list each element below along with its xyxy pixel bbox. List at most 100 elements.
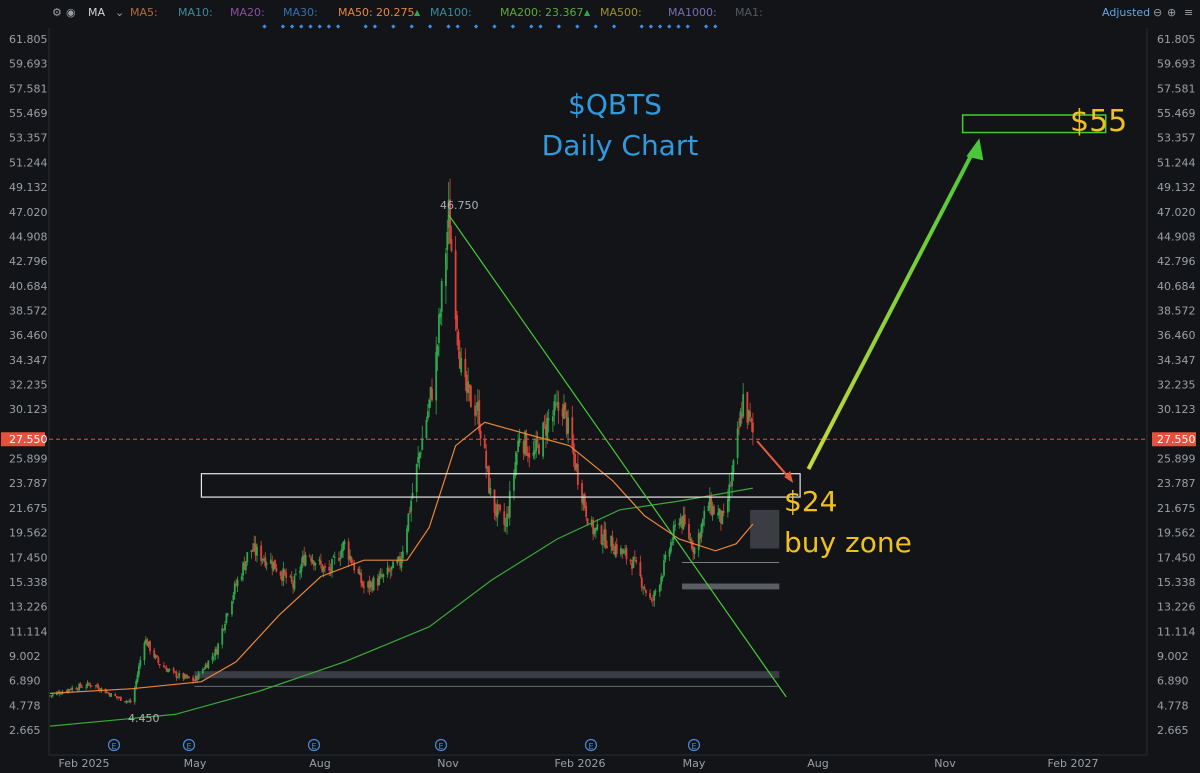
candle-body bbox=[50, 695, 53, 697]
candle-body bbox=[446, 231, 449, 250]
candle-body bbox=[118, 697, 121, 698]
settings-icon[interactable]: ⚙ bbox=[52, 6, 62, 19]
candle-body bbox=[279, 571, 282, 576]
candle-body bbox=[729, 486, 732, 487]
candle-body bbox=[87, 683, 90, 685]
minus-icon[interactable]: ⊖ bbox=[1153, 6, 1163, 19]
candle-body bbox=[503, 511, 506, 525]
candle-body bbox=[488, 466, 490, 493]
y-tick-label-left: 19.562 bbox=[9, 527, 48, 540]
adjusted-label[interactable]: Adjusted bbox=[1102, 6, 1151, 19]
candle-body bbox=[371, 582, 374, 591]
candle-body bbox=[96, 684, 99, 687]
candle-body bbox=[518, 439, 521, 443]
candle-body bbox=[474, 405, 476, 416]
signal-dot bbox=[280, 24, 286, 29]
y-tick-label-left: 57.581 bbox=[9, 82, 48, 95]
candle-body bbox=[596, 524, 599, 530]
pullback-arrow bbox=[756, 440, 791, 480]
earnings-marker-letter: E bbox=[111, 742, 116, 751]
y-tick-label-right: 23.787 bbox=[1157, 477, 1196, 490]
menu-icon[interactable]: ≡ bbox=[1184, 6, 1194, 19]
chevron-down-icon[interactable]: ⌄ bbox=[115, 6, 125, 19]
signal-dot bbox=[703, 24, 709, 29]
signal-dot bbox=[372, 24, 378, 29]
candle-body bbox=[654, 591, 657, 593]
plus-icon[interactable]: ⊕ bbox=[1167, 6, 1177, 19]
signal-dot bbox=[648, 24, 654, 29]
candle-body bbox=[167, 669, 169, 672]
candle-body bbox=[468, 384, 471, 388]
signal-dot bbox=[556, 24, 562, 29]
candle-body bbox=[710, 497, 713, 515]
candle-body bbox=[629, 559, 632, 562]
candle-body bbox=[407, 513, 410, 531]
signal-dot bbox=[326, 24, 332, 29]
candle-body bbox=[475, 412, 478, 414]
ma50-label: MA50: bbox=[338, 6, 373, 19]
candle-body bbox=[368, 580, 371, 589]
y-tick-label-left: 34.347 bbox=[9, 354, 48, 367]
candle-body bbox=[206, 664, 208, 668]
candle-body bbox=[163, 665, 165, 668]
candle-body bbox=[201, 669, 204, 674]
trendline bbox=[448, 214, 787, 698]
candle-body bbox=[358, 571, 361, 575]
earnings-marker bbox=[687, 738, 701, 752]
candle-body bbox=[168, 669, 171, 670]
visibility-icon[interactable]: ◉ bbox=[66, 6, 76, 19]
candle-body bbox=[154, 655, 157, 658]
candle-body bbox=[583, 494, 586, 508]
candle-body bbox=[332, 556, 335, 558]
candle-body bbox=[624, 549, 626, 551]
candle-body bbox=[739, 411, 742, 427]
candle-body bbox=[674, 524, 676, 527]
candle-body bbox=[496, 504, 499, 518]
candle-body bbox=[750, 418, 753, 422]
grid-lines bbox=[48, 28, 1148, 756]
candle-body bbox=[178, 673, 181, 677]
earnings-marker-letter: E bbox=[588, 742, 593, 751]
candle-body bbox=[156, 655, 158, 658]
indicator-name[interactable]: MA bbox=[88, 6, 106, 19]
candle-body bbox=[253, 543, 256, 551]
candle-body bbox=[158, 664, 161, 666]
candle-body bbox=[153, 650, 156, 658]
y-tick-label-left: 9.002 bbox=[9, 650, 41, 663]
candle-body bbox=[203, 669, 206, 670]
y-tick-label-right: 38.572 bbox=[1157, 304, 1196, 317]
candle-body bbox=[135, 681, 138, 688]
x-tick-label: Aug bbox=[807, 757, 828, 770]
candle-body bbox=[308, 555, 311, 557]
candle-body bbox=[293, 575, 296, 590]
candle-body bbox=[438, 314, 440, 343]
signal-dot bbox=[492, 24, 497, 29]
candle-body bbox=[435, 351, 438, 401]
support-zone-small bbox=[682, 583, 780, 590]
candle-body bbox=[274, 559, 276, 569]
pullback-arrow-head bbox=[784, 471, 794, 484]
candle-body bbox=[94, 685, 97, 686]
candle-body bbox=[367, 581, 370, 588]
candle-body bbox=[379, 573, 382, 576]
candle-body bbox=[429, 386, 432, 399]
candle-body bbox=[399, 556, 401, 566]
candle-body bbox=[747, 410, 750, 421]
candle-body bbox=[290, 576, 293, 582]
y-axis-right: 61.805 59.693 57.581 55.469 53.357 51.244 49.1… bbox=[1152, 33, 1196, 737]
candle-body bbox=[421, 438, 424, 451]
candle-body bbox=[363, 586, 365, 589]
candle-body bbox=[275, 568, 278, 572]
candle-body bbox=[329, 569, 332, 571]
candle-body bbox=[149, 641, 151, 652]
candle-body bbox=[271, 561, 274, 569]
y-tick-label-left: 27.550 bbox=[9, 433, 48, 446]
candle-body bbox=[328, 566, 331, 571]
y-tick-label-left: 53.357 bbox=[9, 132, 48, 145]
candle-body bbox=[426, 411, 429, 419]
target-arrow-head bbox=[966, 138, 984, 161]
candle-body bbox=[601, 542, 604, 545]
candle-body bbox=[71, 687, 74, 691]
y-tick-label-left: 38.572 bbox=[9, 304, 48, 317]
